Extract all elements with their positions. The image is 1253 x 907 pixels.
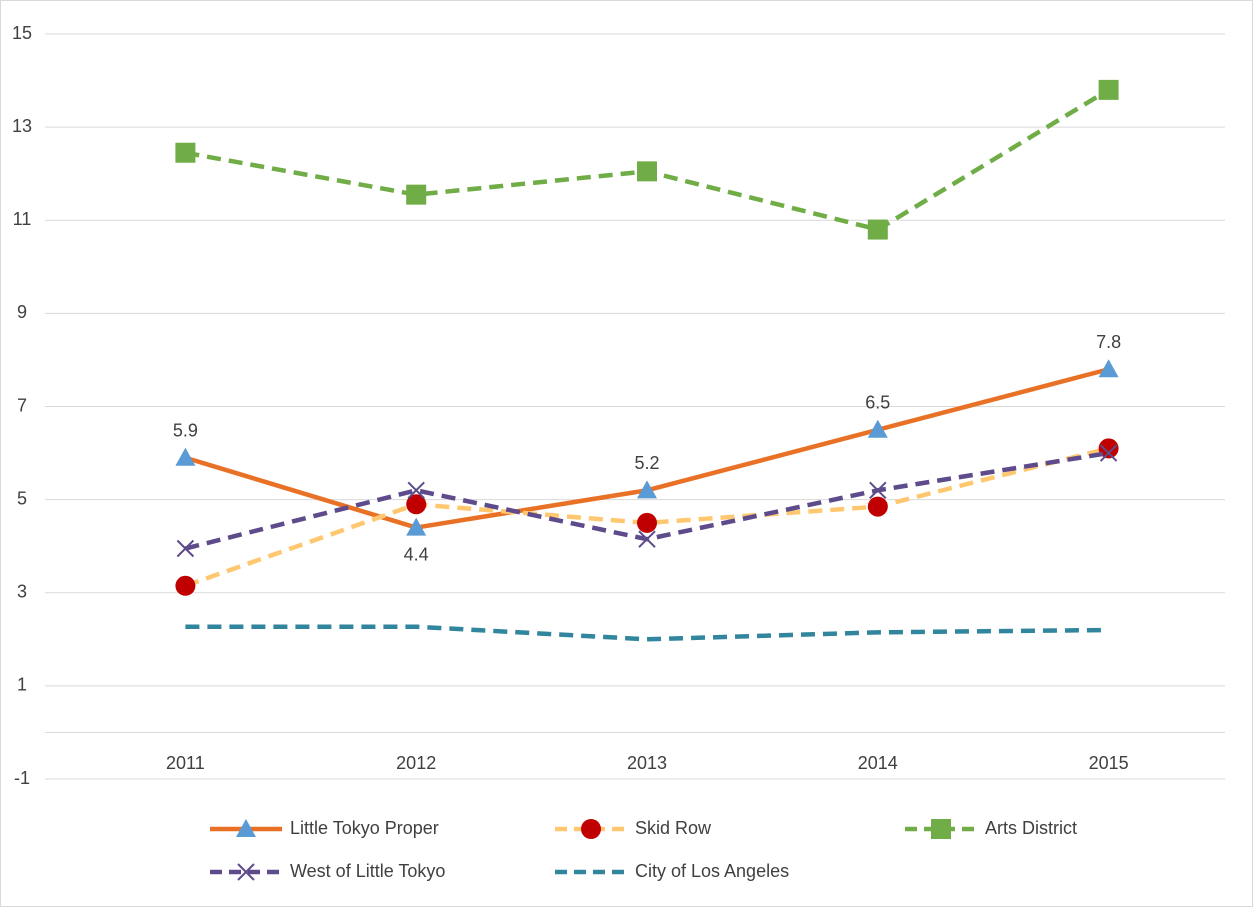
marker	[1099, 444, 1118, 462]
data-label: 4.4	[404, 544, 429, 564]
data-label: 6.5	[865, 393, 890, 413]
marker	[637, 161, 657, 182]
marker	[406, 184, 427, 205]
marker	[175, 447, 196, 466]
legend-item: Arts District	[905, 818, 1077, 839]
data-label: 7.8	[1096, 332, 1121, 352]
legend-item: Skid Row	[555, 818, 712, 839]
marker	[638, 530, 656, 548]
marker	[407, 481, 425, 500]
marker	[867, 496, 888, 517]
x-tick-label: 2015	[1089, 753, 1129, 773]
y-tick-label: 11	[13, 209, 32, 229]
legend-label: West of Little Tokyo	[290, 861, 445, 881]
legend-item: Little Tokyo Proper	[210, 818, 439, 838]
marker	[637, 512, 657, 533]
marker	[869, 481, 887, 500]
marker	[406, 494, 427, 515]
marker	[1098, 359, 1119, 378]
legend-item: City of Los Angeles	[555, 861, 789, 881]
y-tick-label: 3	[17, 582, 27, 602]
legend-item: West of Little Tokyo	[210, 861, 445, 881]
legend-marker	[581, 819, 601, 839]
data-label: 5.9	[173, 420, 198, 440]
y-tick-label: -1	[14, 768, 30, 788]
marker	[175, 142, 196, 163]
y-tick-label: 5	[17, 488, 27, 508]
series-line	[184, 446, 1110, 588]
x-tick-label: 2013	[627, 753, 667, 773]
legend-marker	[237, 863, 255, 881]
x-tick-label: 2011	[166, 753, 205, 773]
marker	[867, 219, 888, 240]
y-tick-label: 7	[17, 395, 27, 415]
x-tick-label: 2012	[396, 753, 436, 773]
marker	[176, 539, 195, 558]
y-tick-label: 13	[12, 116, 32, 136]
marker	[1098, 438, 1119, 459]
marker	[867, 419, 888, 438]
marker	[175, 575, 196, 596]
legend-label: Arts District	[985, 818, 1077, 838]
x-tick-label: 2014	[858, 753, 898, 773]
legend-label: Little Tokyo Proper	[290, 818, 439, 838]
legend-marker	[931, 819, 951, 839]
legend-label: City of Los Angeles	[635, 861, 789, 881]
y-tick-label: 9	[17, 302, 27, 322]
y-tick-label: 1	[17, 675, 27, 695]
marker	[637, 480, 657, 499]
y-tick-label: 15	[12, 23, 32, 43]
legend-marker	[236, 819, 256, 837]
marker	[1098, 79, 1119, 100]
legend-label: Skid Row	[635, 818, 712, 838]
marker	[406, 517, 427, 536]
data-label: 5.2	[634, 453, 659, 473]
